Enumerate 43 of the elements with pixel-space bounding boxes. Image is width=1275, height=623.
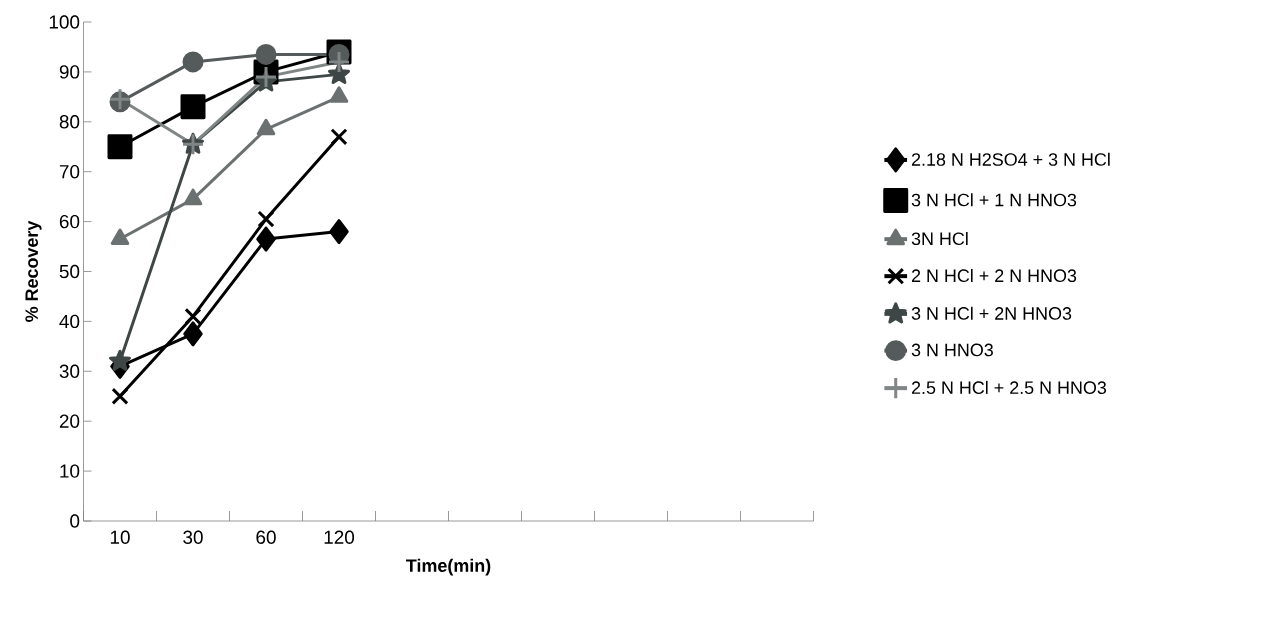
legend-label: 3N HCl bbox=[911, 231, 968, 246]
x-tick-label: 60 bbox=[256, 530, 276, 544]
y-tick-label: 50 bbox=[59, 264, 80, 279]
point bbox=[108, 349, 132, 371]
point bbox=[255, 43, 277, 65]
point bbox=[330, 128, 348, 146]
point bbox=[329, 219, 349, 245]
legend-label: 2.18 N H2SO4 + 3 N HCl bbox=[911, 152, 1110, 166]
point bbox=[182, 51, 204, 73]
point bbox=[110, 228, 130, 246]
point bbox=[254, 65, 278, 89]
point bbox=[257, 210, 275, 228]
y-tick-label: 0 bbox=[70, 514, 80, 528]
point bbox=[327, 50, 351, 74]
point bbox=[256, 226, 276, 252]
x-tick-label: 30 bbox=[183, 530, 203, 544]
point bbox=[180, 94, 206, 120]
x-axis-title: Time(min) bbox=[406, 558, 491, 576]
point bbox=[107, 134, 133, 160]
point bbox=[111, 387, 129, 405]
x-tick-label: 10 bbox=[110, 530, 130, 544]
y-tick-label: 10 bbox=[60, 464, 80, 478]
y-tick-label: 100 bbox=[49, 15, 80, 29]
y-tick-label: 80 bbox=[59, 115, 80, 129]
y-tick-label: 30 bbox=[59, 364, 80, 378]
legend-label: 3 N HCl + 2N HNO3 bbox=[911, 306, 1072, 320]
x-tick-label: 120 bbox=[324, 530, 355, 544]
point bbox=[183, 321, 203, 347]
legend-label: 3 N HNO3 bbox=[911, 343, 993, 357]
y-tick-label: 20 bbox=[59, 414, 80, 428]
y-tick-label: 90 bbox=[59, 65, 80, 79]
legend-label: 2.5 N HCl + 2.5 N HNO3 bbox=[911, 380, 1107, 395]
y-axis-title: % Recovery bbox=[25, 220, 42, 322]
point bbox=[329, 86, 349, 103]
point bbox=[183, 188, 203, 206]
y-tick-label: 40 bbox=[59, 314, 80, 329]
point bbox=[328, 62, 351, 84]
point bbox=[184, 307, 202, 325]
legend-label: 2 N HCl + 2 N HNO3 bbox=[911, 268, 1077, 283]
legend-label: 3 N HCl + 1 N HNO3 bbox=[911, 193, 1077, 207]
y-tick-label: 60 bbox=[59, 214, 80, 229]
point bbox=[256, 118, 276, 136]
y-tick-label: 70 bbox=[59, 164, 80, 179]
